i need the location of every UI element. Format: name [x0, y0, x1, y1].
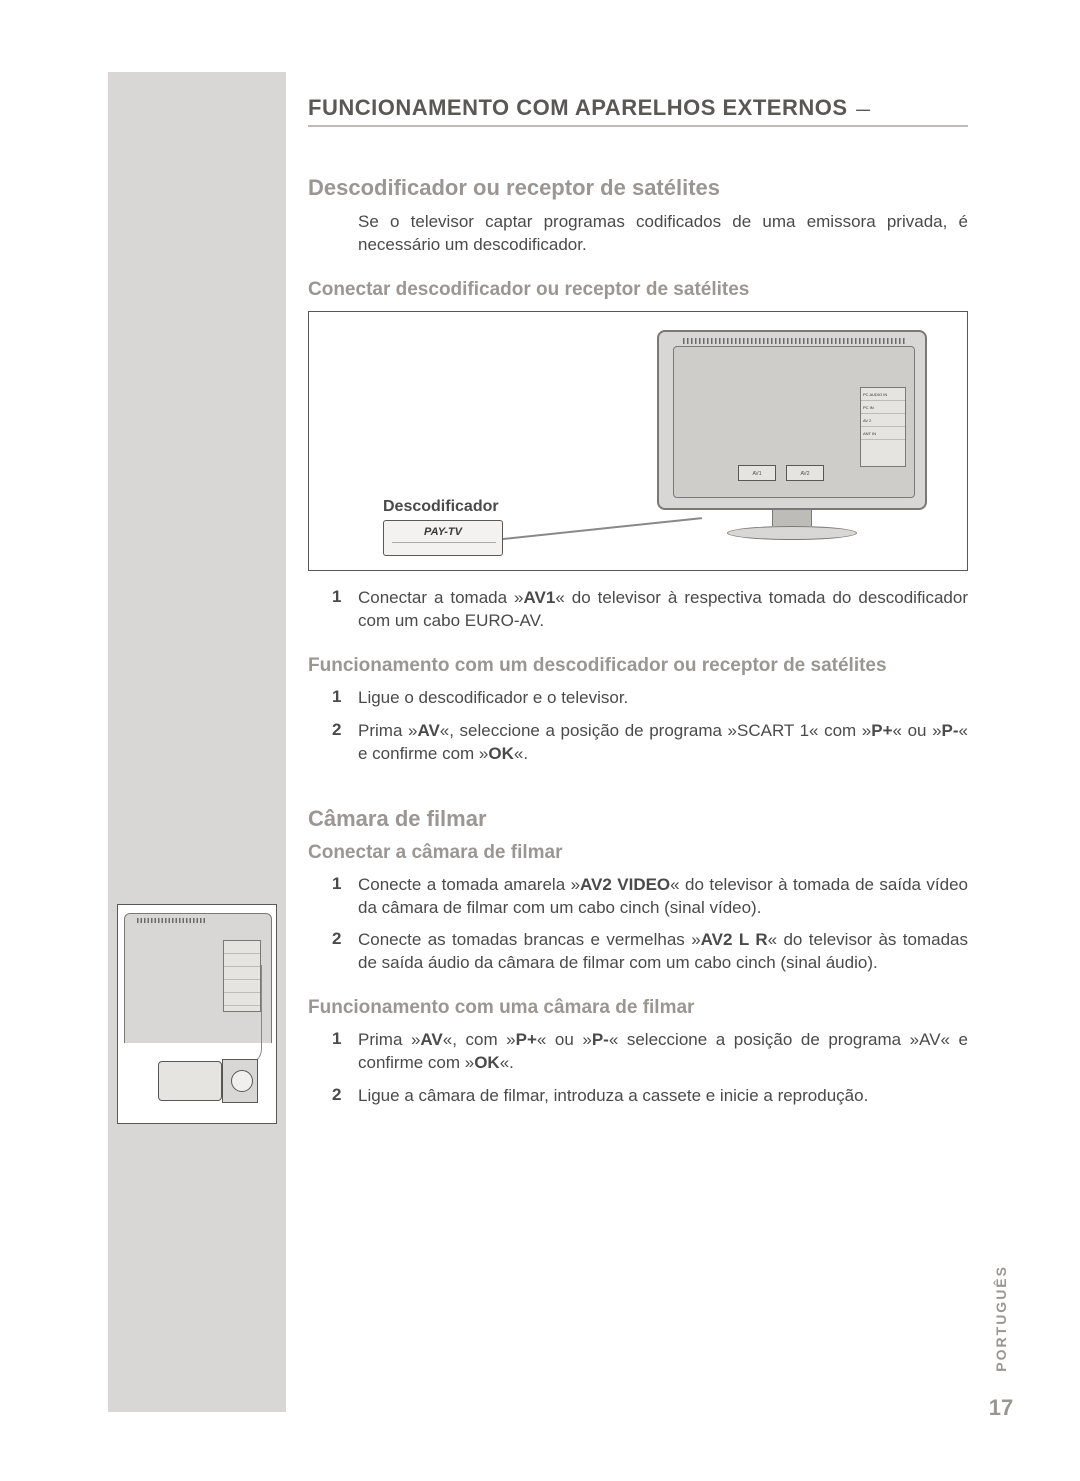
- step-text: Prima »AV«, com »P+« ou »P-« seleccione …: [358, 1029, 968, 1075]
- tv-vents: [683, 338, 905, 344]
- page-footer: PORTUGUÊS 17: [982, 1265, 1020, 1421]
- step-number: 1: [332, 587, 358, 633]
- port-label: PC IN: [861, 401, 905, 414]
- page-number: 17: [989, 1395, 1013, 1420]
- decoder-device: Descodificador PAY-TV: [383, 498, 583, 556]
- step-operate-camcorder-2: 2 Ligue a câmara de filmar, introduza a …: [332, 1085, 968, 1108]
- step-text: Ligue a câmara de filmar, introduza a ca…: [358, 1085, 968, 1108]
- cinch-cable: [218, 965, 262, 1065]
- step-number: 2: [332, 1085, 358, 1108]
- step-number: 2: [332, 929, 358, 975]
- scart-av2: AV2: [786, 465, 824, 481]
- step-connect-camcorder-2: 2 Conecte as tomadas brancas e vermelhas…: [332, 929, 968, 975]
- subsection-operate-decoder-heading: Funcionamento com um descodificador ou r…: [308, 655, 968, 677]
- port-label: AV 2: [861, 414, 905, 427]
- step-operate-decoder-1: 1 Ligue o descodificador e o televisor.: [332, 687, 968, 710]
- step-text: Prima »AV«, seleccione a posição de prog…: [358, 720, 968, 766]
- decoder-connection-diagram: PC AUDIO IN PC IN AV 2 ANT IN AV1 AV2: [308, 311, 968, 571]
- main-content: FUNCIONAMENTO COM APARELHOS EXTERNOS — D…: [308, 95, 968, 1108]
- page-title: FUNCIONAMENTO COM APARELHOS EXTERNOS —: [308, 95, 968, 127]
- step-number: 1: [332, 1029, 358, 1075]
- section-decoder-heading: Descodificador ou receptor de satélites: [308, 175, 968, 201]
- step-number: 1: [332, 687, 358, 710]
- subsection-operate-camcorder-heading: Funcionamento com uma câmara de filmar: [308, 997, 968, 1019]
- left-sidebar-strip: [108, 72, 286, 1412]
- page-title-text: FUNCIONAMENTO COM APARELHOS EXTERNOS: [308, 95, 848, 120]
- subsection-connect-camcorder-heading: Conectar a câmara de filmar: [308, 842, 968, 864]
- manual-page: FUNCIONAMENTO COM APARELHOS EXTERNOS — D…: [0, 0, 1080, 1481]
- step-connect-camcorder-1: 1 Conecte a tomada amarela »AV2 VIDEO« d…: [332, 874, 968, 920]
- port-label: ANT IN: [861, 427, 905, 440]
- step-text: Conectar a tomada »AV1« do televisor à r…: [358, 587, 968, 633]
- step-number: 2: [332, 720, 358, 766]
- paytv-box: PAY-TV: [383, 520, 503, 556]
- step-operate-camcorder-1: 1 Prima »AV«, com »P+« ou »P-« seleccion…: [332, 1029, 968, 1075]
- section-decoder-intro: Se o televisor captar programas codifica…: [358, 211, 968, 257]
- camcorder-connection-diagram: [117, 904, 277, 1124]
- step-text: Ligue o descodificador e o televisor.: [358, 687, 968, 710]
- camcorder-icon: [158, 1055, 268, 1113]
- decoder-label: Descodificador: [383, 498, 583, 516]
- section-camcorder-heading: Câmara de filmar: [308, 806, 968, 832]
- tv-vents: [137, 918, 207, 923]
- subsection-connect-decoder-heading: Conectar descodificador ou receptor de s…: [308, 279, 968, 301]
- step-operate-decoder-2: 2 Prima »AV«, seleccione a posição de pr…: [332, 720, 968, 766]
- step-connect-decoder-1: 1 Conectar a tomada »AV1« do televisor à…: [332, 587, 968, 633]
- scart-av1: AV1: [738, 465, 776, 481]
- step-text: Conecte a tomada amarela »AV2 VIDEO« do …: [358, 874, 968, 920]
- step-number: 1: [332, 874, 358, 920]
- scart-sockets: AV1 AV2: [738, 465, 838, 487]
- step-text: Conecte as tomadas brancas e vermelhas »…: [358, 929, 968, 975]
- page-title-dash: —: [856, 101, 871, 117]
- tv-port-panel: PC AUDIO IN PC IN AV 2 ANT IN: [860, 387, 906, 467]
- language-tab: PORTUGUÊS: [993, 1265, 1009, 1372]
- port-label: PC AUDIO IN: [861, 388, 905, 401]
